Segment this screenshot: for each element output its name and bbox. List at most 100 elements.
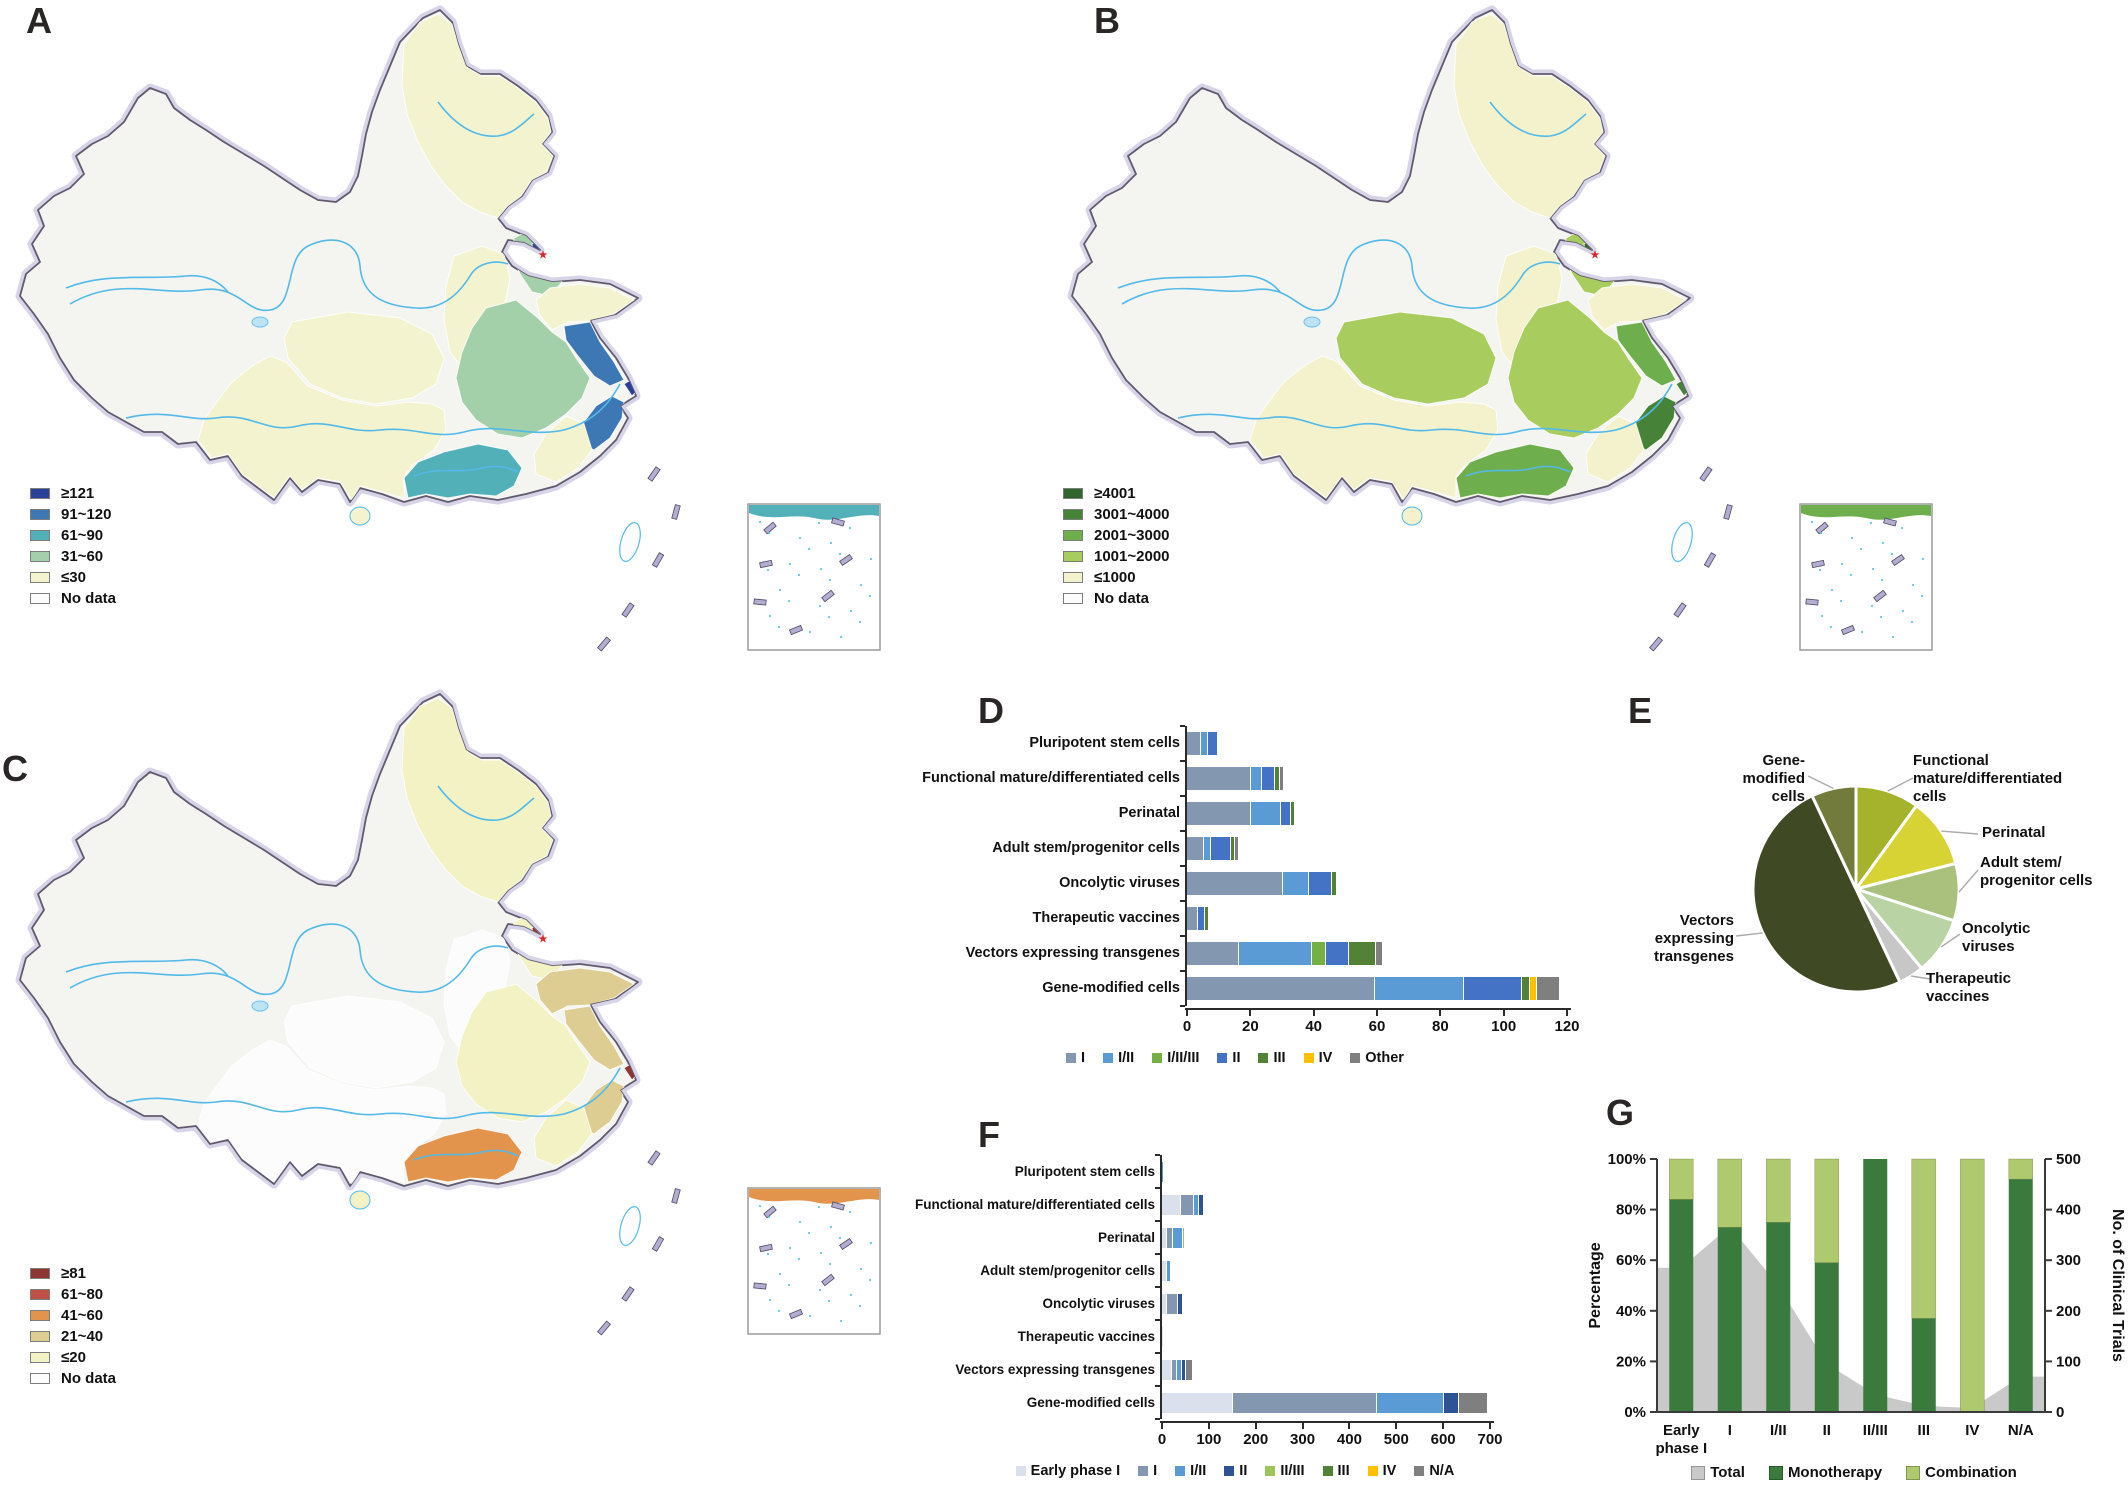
category-tick (1155, 1418, 1160, 1420)
category-tick (1180, 900, 1185, 902)
legend-swatch (1258, 1053, 1269, 1063)
x-axis-tick (1249, 1010, 1252, 1016)
inset-island (821, 589, 835, 603)
bar-segment-early-phase-i (1162, 1359, 1172, 1380)
legend-item: Early phase I (1015, 1463, 1120, 1479)
south-china-sea-inset (747, 1187, 881, 1335)
taiwan-island (1671, 522, 1693, 562)
bar-segment-ii (1260, 767, 1275, 790)
legend-swatch (1414, 1466, 1425, 1476)
category-tick (1180, 830, 1185, 832)
legend-swatch (1152, 1053, 1163, 1063)
lake (1303, 316, 1321, 328)
bar-segment-i-ii (1250, 802, 1280, 825)
x-axis-tick (1489, 1423, 1491, 1429)
category-label: Adult stem/progenitor cells (980, 1263, 1155, 1278)
x-axis-tick-label: 20 (1241, 1018, 1259, 1035)
right-tick-label: 300 (2056, 1252, 2081, 1269)
region-hainan (1401, 506, 1423, 526)
y-axis-spine (1160, 1155, 1162, 1419)
legend-label: 41~60 (61, 1306, 104, 1324)
bar-row (1162, 1359, 1490, 1380)
bar-segment-ii-iii (1182, 1227, 1185, 1248)
category-tick (1155, 1187, 1160, 1189)
capital-star-icon: ★ (539, 250, 548, 261)
monotherapy-bar (1814, 1262, 1839, 1412)
inset-island (788, 624, 804, 636)
river (1465, 465, 1571, 477)
region-sichuan (1335, 311, 1497, 405)
x-category-label: II/III (1863, 1422, 1888, 1439)
x-axis-tick-label: 80 (1431, 1018, 1449, 1035)
legend-item: III (1258, 1050, 1286, 1066)
left-tick-label: 60% (1616, 1252, 1646, 1269)
inset-island (1815, 521, 1829, 535)
region-hainan (349, 1190, 371, 1210)
bar-segment-i-ii (1176, 1359, 1181, 1380)
legend-swatch (30, 592, 50, 604)
x-axis-tick (1348, 1423, 1351, 1429)
pie-label-adult-stem: Adult stem/ progenitor cells (1980, 854, 2093, 889)
inset-island (821, 1273, 835, 1287)
bar-segment-i-ii (1376, 1392, 1443, 1413)
pie-label-vectors: Vectors expressing transgenes (1653, 912, 1734, 965)
legend-item: No data (1063, 589, 1170, 607)
panel-label-g: G (1606, 1092, 1635, 1133)
legend-item: I (1138, 1463, 1157, 1479)
bar-segment-early-phase-i (1162, 1326, 1164, 1347)
panel-label-f: F (978, 1114, 1000, 1155)
bar-segment-i-ii (1237, 942, 1312, 965)
legend-label: III (1337, 1463, 1350, 1479)
bar-segment-ii (1325, 942, 1349, 965)
inset-island (1805, 598, 1819, 606)
legend-label: I (1153, 1463, 1158, 1479)
river (413, 465, 519, 477)
inset-island (831, 517, 845, 527)
river (1489, 101, 1587, 137)
x-axis-tick (1502, 1010, 1505, 1016)
legend-label: 2001~3000 (1094, 526, 1170, 544)
category-label: Therapeutic vaccines (1032, 910, 1181, 926)
legend-item: ≤20 (30, 1350, 116, 1365)
bar-chart-phases-by-product: Pluripotent stem cells Functional mature/… (880, 725, 1590, 1086)
left-tick-label: 0% (1624, 1404, 1646, 1421)
bar-segment-i-ii-iii (1311, 942, 1326, 965)
bar-row (1187, 872, 1567, 895)
legend-label: No data (61, 1369, 117, 1387)
x-axis-tick-label: 120 (1554, 1018, 1580, 1035)
bar-row (1162, 1392, 1490, 1413)
bar-segment-i-ii (1199, 732, 1207, 755)
legend-swatch (1063, 487, 1083, 499)
legend-label: Combination (1925, 1464, 2017, 1481)
china-map-svg: ★ (1067, 5, 1933, 652)
x-axis-tick-label: 0 (1182, 1018, 1192, 1035)
category-tick (1155, 1319, 1160, 1321)
legend-item: Other (1350, 1050, 1404, 1066)
x-axis-tick (1186, 1010, 1188, 1016)
pie-chart-product-share: Functional mature/differentiated cells G… (1630, 694, 2128, 1094)
combination-bar (1959, 1158, 1985, 1413)
river (1121, 239, 1561, 312)
river (413, 1149, 519, 1161)
legend-label: 21~40 (61, 1327, 104, 1345)
legend-label: IV (1382, 1463, 1397, 1479)
bar-segment-i (1187, 942, 1238, 965)
inset-island (788, 1308, 804, 1320)
china-map-svg: ★ (15, 5, 881, 652)
legend-swatch (1015, 1466, 1026, 1476)
bar-segment-i-ii (1172, 1227, 1183, 1248)
category-label: Functional mature/differentiated cells (914, 1197, 1155, 1212)
river (125, 1067, 621, 1120)
right-tick-label: 200 (2056, 1303, 2081, 1320)
inset-island (753, 598, 767, 606)
x-axis-line (1185, 1008, 1571, 1010)
combo-svg: 0% 20% 40% 60% 80% 100% 0 100 200 300 400 500 Early p… (1587, 1151, 2126, 1457)
legend-item: No data (30, 1369, 117, 1387)
legend-label: No data (1094, 589, 1150, 607)
legend-swatch (1224, 1466, 1235, 1476)
panel-label-b: B (1094, 0, 1120, 41)
inset-island (759, 559, 773, 569)
bar-row (1162, 1326, 1490, 1347)
bar-segment-i-ii (1202, 837, 1211, 860)
bar-segment-early-phase-i (1162, 1260, 1167, 1281)
